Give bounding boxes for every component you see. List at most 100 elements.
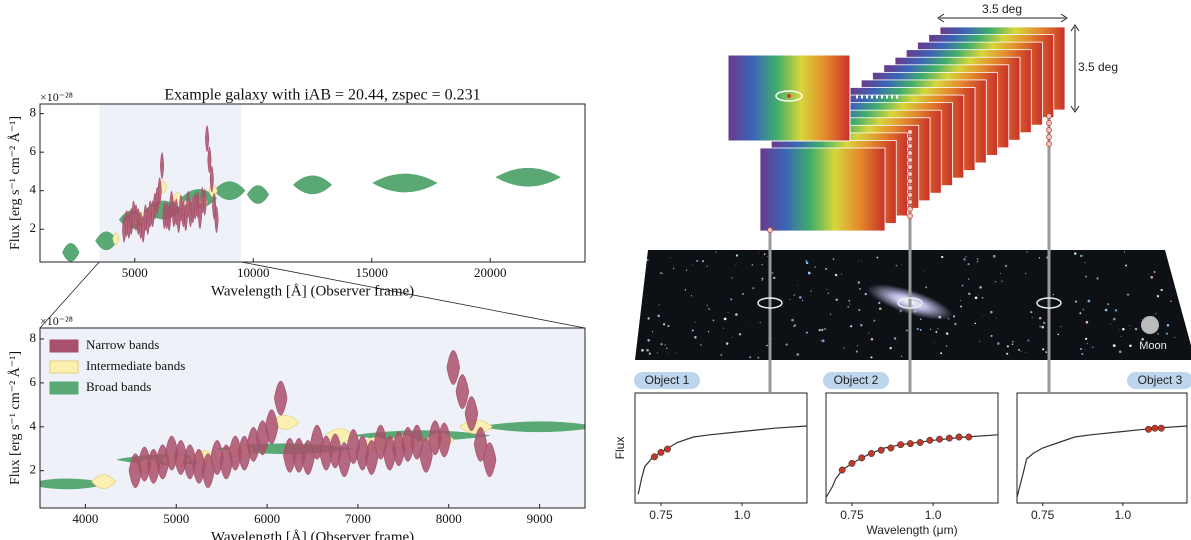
photometry-point: [1145, 425, 1152, 433]
star: [923, 271, 925, 273]
star: [664, 344, 666, 346]
photometry-point: [848, 459, 856, 467]
star: [791, 318, 794, 322]
star: [940, 352, 943, 355]
star: [990, 334, 993, 337]
star: [798, 296, 802, 299]
arrow-heads: [937, 13, 1068, 23]
y-axis-label: Flux [erg s⁻¹ cm⁻² Å⁻¹]: [7, 116, 23, 250]
object-pill: [1127, 372, 1191, 389]
star: [1084, 349, 1086, 351]
star: [647, 338, 650, 342]
star: [859, 288, 861, 290]
star: [738, 333, 742, 336]
star: [1155, 313, 1157, 315]
sample-point: [1046, 120, 1052, 126]
star: [963, 258, 966, 261]
star: [814, 266, 817, 268]
sample-point: [1046, 127, 1052, 133]
star: [1074, 300, 1078, 303]
star: [916, 328, 919, 331]
star: [979, 286, 982, 289]
star: [746, 293, 748, 294]
star: [1001, 280, 1003, 282]
star: [858, 259, 860, 261]
photometry-point: [945, 434, 953, 442]
legend-swatch: [49, 360, 79, 374]
violin: [372, 173, 438, 193]
star: [1112, 317, 1116, 321]
star: [742, 292, 744, 295]
object-label: Object 3: [1138, 373, 1183, 387]
height-label: 3.5 deg: [1078, 60, 1118, 74]
star: [1057, 333, 1059, 336]
star: [1122, 328, 1125, 331]
object-pill: [634, 372, 700, 389]
y-tick-label: 2: [30, 220, 37, 235]
star: [690, 295, 693, 297]
x-axis-label: Wavelength [Å] (Observer frame): [211, 283, 414, 299]
photometry-point: [897, 441, 905, 449]
violin: [213, 181, 246, 201]
star: [952, 315, 956, 318]
star: [766, 344, 768, 347]
star: [1042, 348, 1045, 351]
legend-label: Narrow bands: [86, 337, 159, 352]
sample-point: [1046, 141, 1052, 147]
wavelength-slice: [759, 147, 886, 232]
x-tick-label: 7000: [345, 511, 371, 526]
y-tick-label: 4: [30, 182, 37, 197]
sample-point: [767, 227, 773, 233]
star: [797, 285, 799, 287]
star: [749, 356, 752, 359]
star: [1079, 254, 1083, 258]
star: [700, 344, 702, 346]
violin: [197, 202, 202, 230]
star: [1038, 257, 1040, 259]
object-label: Object 2: [834, 373, 879, 387]
x-tick-label: 9000: [527, 511, 553, 526]
sightlines: [757, 113, 1062, 392]
axes-frame: [39, 103, 586, 263]
x-tick-label: 4000: [72, 511, 98, 526]
violin: [157, 177, 162, 205]
star: [660, 343, 663, 346]
marks: [40, 350, 585, 490]
star: [646, 259, 649, 262]
star: [876, 256, 879, 259]
star: [696, 260, 698, 262]
star: [706, 304, 708, 305]
star: [925, 286, 928, 289]
x-tick-label: 8000: [436, 511, 462, 526]
star: [954, 322, 957, 326]
violin: [473, 426, 488, 462]
star: [669, 257, 671, 259]
star: [1082, 308, 1085, 311]
star: [847, 306, 850, 308]
star: [767, 255, 769, 258]
panel-frame: [1016, 392, 1188, 504]
photometry-point: [887, 444, 895, 452]
star: [757, 356, 760, 359]
y-tick-label: 6: [30, 374, 37, 389]
star: [657, 314, 661, 318]
star: [976, 258, 979, 260]
violin: [446, 350, 461, 385]
y-axis-label: Flux [erg s⁻¹ cm⁻² Å⁻¹]: [7, 351, 23, 485]
y-tick-label: 8: [30, 105, 37, 120]
left-panels: 5000 10000 15000 20000 2 4 6 8 Example galaxy wi…: [7, 87, 586, 540]
violin: [419, 437, 433, 473]
star: [976, 260, 979, 263]
x-axis-label: Wavelength [Å] (Observer frame): [211, 529, 414, 540]
star: [691, 329, 694, 332]
star: [1165, 332, 1169, 335]
x-tick-label: 1.0: [734, 508, 751, 522]
star: [1140, 347, 1142, 350]
star: [667, 324, 670, 328]
photometry-point: [657, 448, 665, 456]
star: [1114, 309, 1118, 312]
aperture: [1036, 297, 1062, 309]
x-tick-label: 1.0: [1115, 508, 1132, 522]
star: [1153, 315, 1155, 317]
star: [937, 253, 939, 254]
